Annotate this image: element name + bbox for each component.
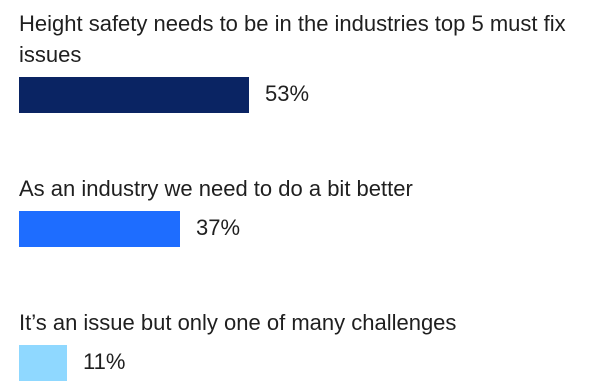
percent-label: 37% <box>196 215 241 240</box>
result-bar <box>19 345 67 381</box>
result-bar <box>19 77 249 113</box>
option-bar-row: 11% <box>19 345 616 381</box>
percent-label: 11% <box>83 349 126 374</box>
poll-results: Height safety needs to be in the industr… <box>19 0 616 387</box>
poll-option-do-better: As an industry we need to do a bit bette… <box>19 173 616 247</box>
option-label: As an industry we need to do a bit bette… <box>19 176 413 201</box>
option-label: Height safety needs to be in the industr… <box>19 11 566 67</box>
option-label: It’s an issue but only one of many chall… <box>19 310 457 335</box>
poll-option-one-of-many: It’s an issue but only one of many chall… <box>19 307 616 381</box>
result-bar <box>19 211 180 247</box>
percent-label: 53% <box>265 81 310 106</box>
option-bar-row: 53% <box>19 77 616 113</box>
poll-option-top5: Height safety needs to be in the industr… <box>19 8 616 113</box>
option-bar-row: 37% <box>19 211 616 247</box>
